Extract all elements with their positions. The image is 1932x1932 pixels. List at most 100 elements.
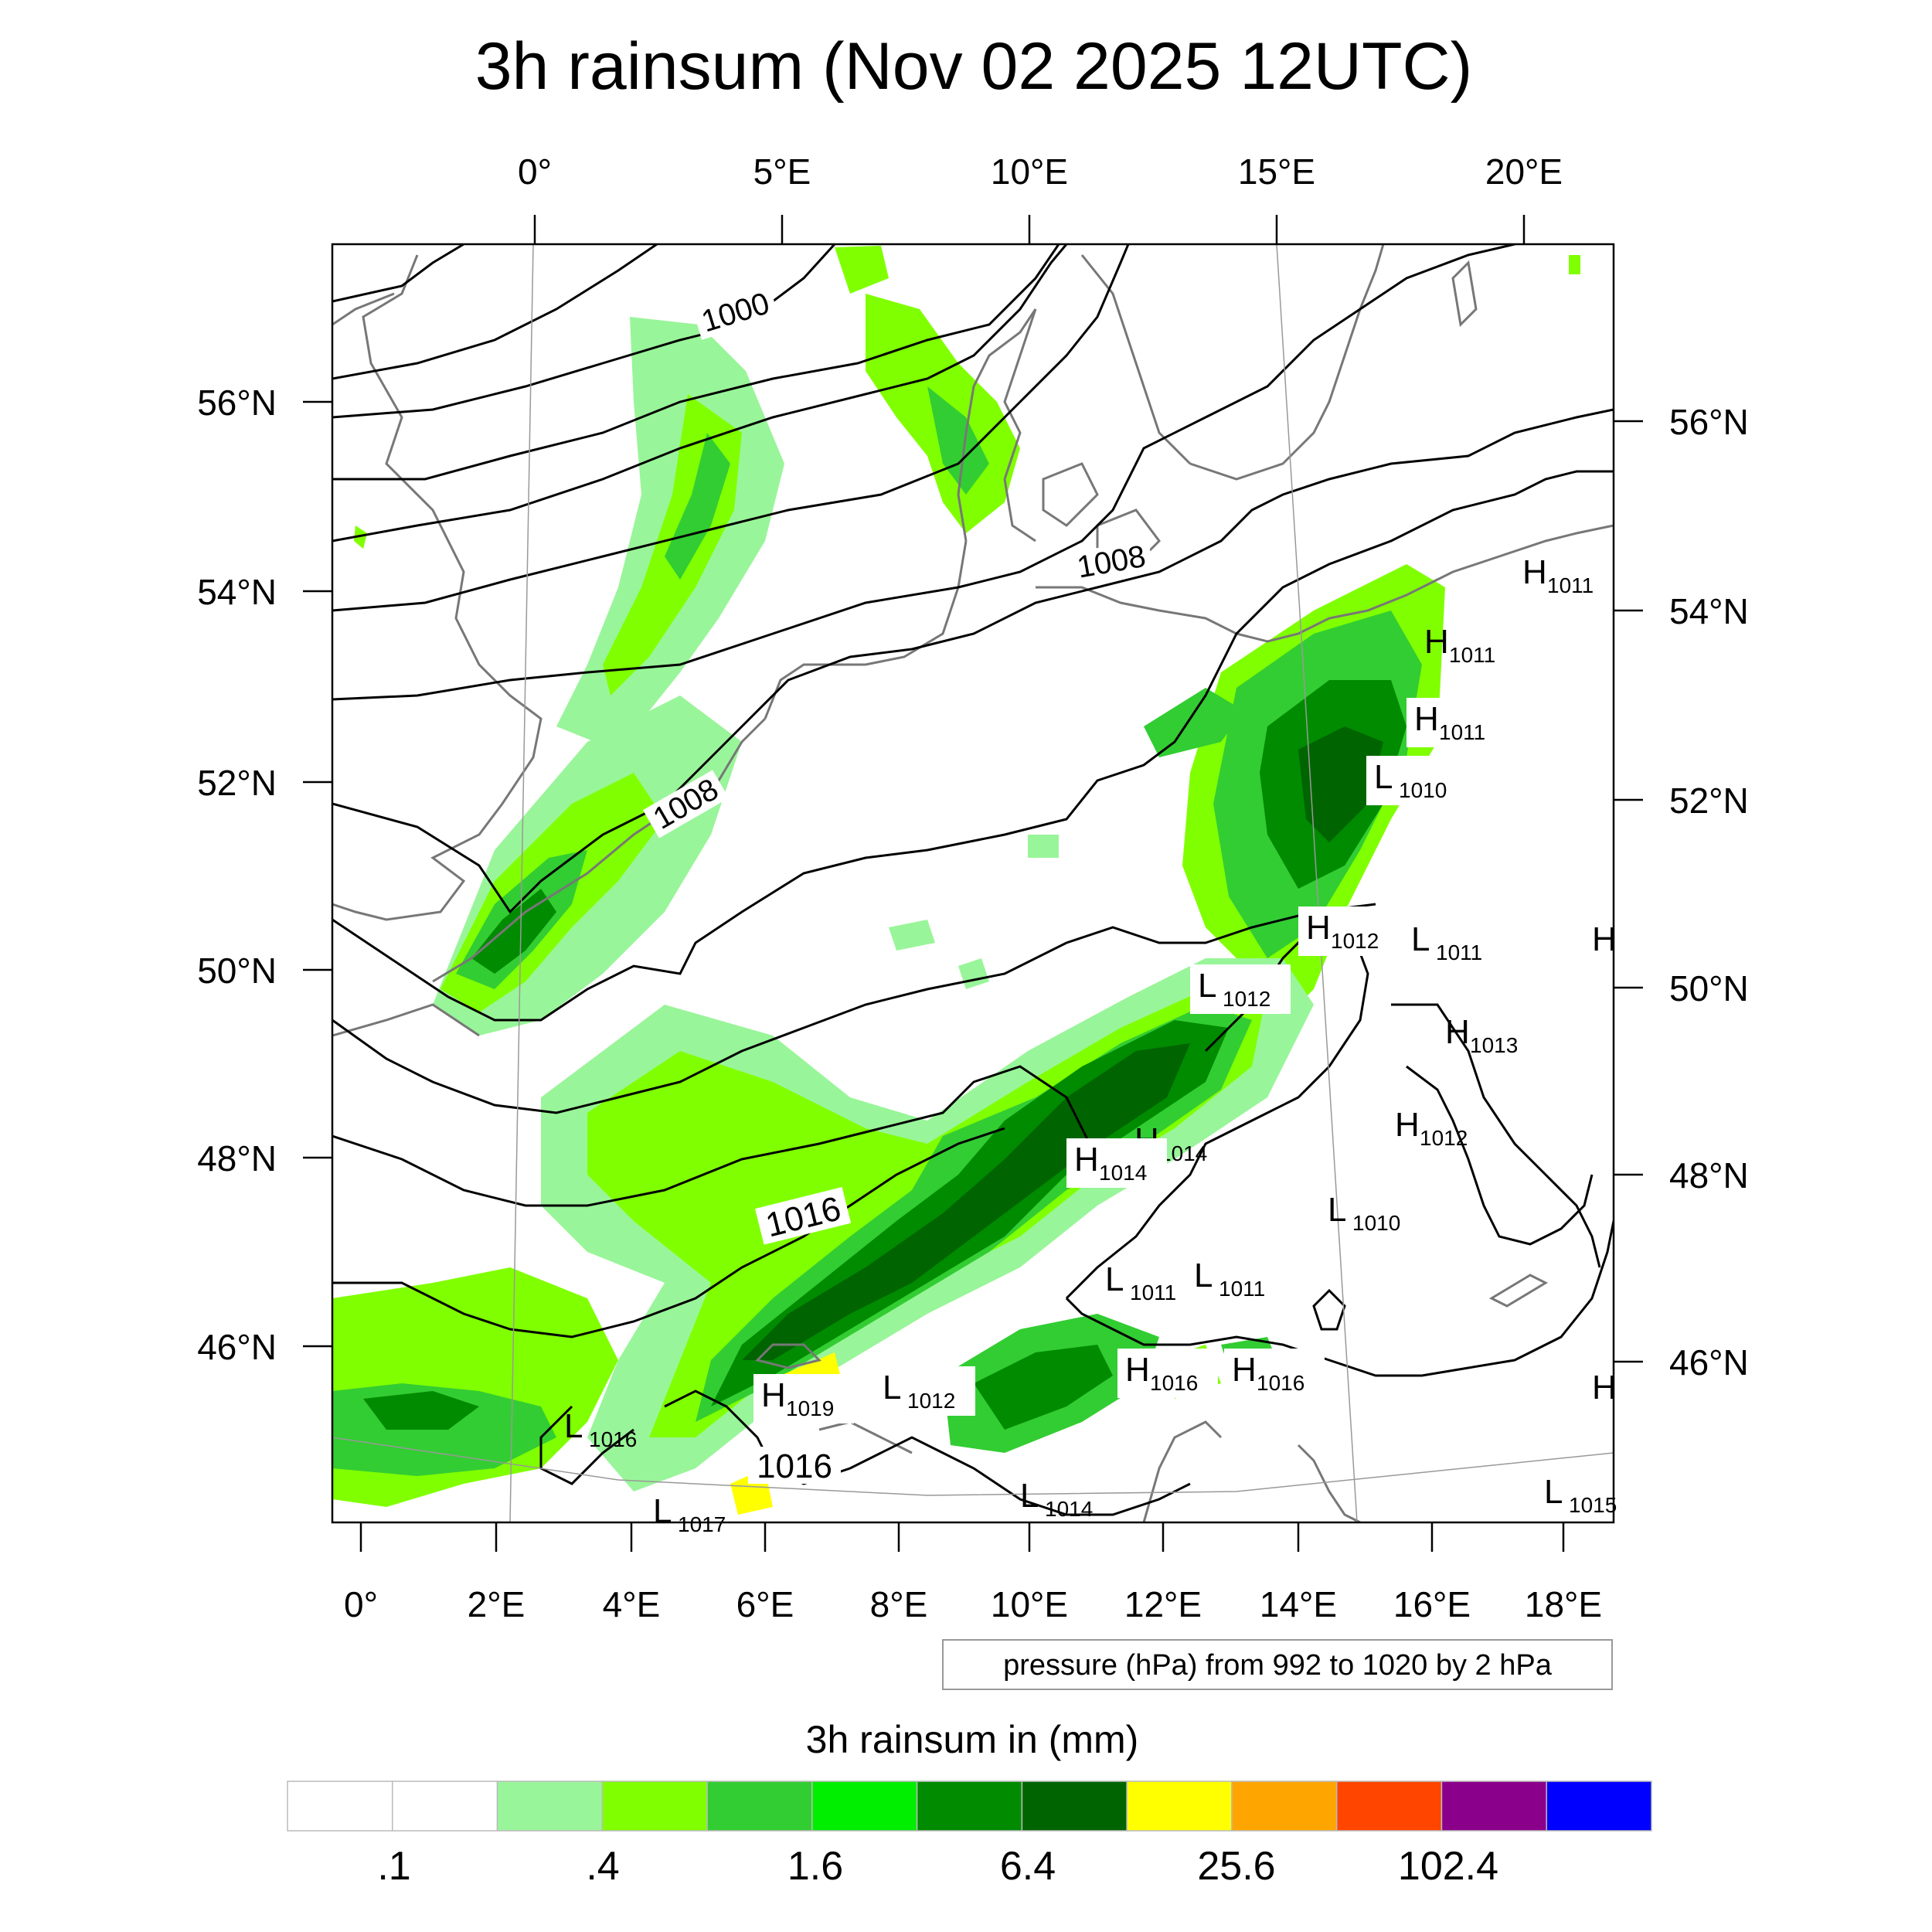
colorbar-swatch	[1126, 1781, 1233, 1832]
pressure-center: H 1019	[753, 1374, 854, 1423]
pressure-center-bg	[1117, 1349, 1218, 1398]
info-box-text: pressure (hPa) from 992 to 1020 by 2 hPa	[1003, 1649, 1553, 1682]
rain-area-france-south-inner	[363, 1391, 479, 1430]
coast-sweden-south	[1189, 244, 1385, 481]
pressure-center-letter: L	[564, 1407, 583, 1445]
isobar-line-10	[332, 903, 1376, 1114]
pressure-center-letter: H	[1074, 1141, 1099, 1179]
pressure-center: H 1016	[1117, 1349, 1218, 1398]
bottom-lon-label: 14°E	[1260, 1584, 1337, 1624]
isobar-label-bg	[755, 1187, 852, 1245]
pressure-center-letter: H	[1125, 1351, 1150, 1389]
colorbar-swatch	[1546, 1781, 1652, 1832]
pressure-center-value: 1014	[1099, 1161, 1147, 1185]
pressure-center-value: 1011	[1439, 720, 1485, 744]
pressure-center-letter: H	[1395, 1106, 1420, 1144]
colorbar-tick-label: .1	[377, 1844, 410, 1889]
coast-britain-north	[332, 292, 395, 326]
bottom-lon-label: 18°E	[1525, 1584, 1602, 1624]
pressure-center-letter: L	[1411, 920, 1430, 958]
coast-adriatic-north	[1142, 1420, 1223, 1522]
pressure-center: L 1017	[653, 1492, 726, 1536]
graticule	[332, 244, 1614, 1522]
colorbar-tick-label: 1.6	[787, 1844, 843, 1889]
isobar-line-15	[1391, 1003, 1601, 1268]
isobar-label-group: 1016	[748, 1447, 841, 1485]
top-longitude-labels: 0° 5°E 10°E 15°E 20°E	[518, 151, 1563, 192]
pressure-center-value: 1013	[1470, 1033, 1518, 1057]
bottom-lon-label: 4°E	[603, 1584, 661, 1624]
rain-patch-4	[1569, 255, 1580, 274]
pressure-center-letter: H	[1232, 1351, 1257, 1389]
pressure-center-value: 1014	[1045, 1497, 1093, 1521]
right-lat-label: 52°N	[1669, 781, 1749, 821]
pressure-center-value: 1011	[1219, 1277, 1265, 1301]
pressure-center-letter: L	[1194, 1257, 1213, 1294]
coast-istria	[1297, 1444, 1361, 1522]
pressure-center-letter: H	[1592, 1369, 1617, 1406]
pressure-center-letter: H	[1424, 623, 1449, 661]
isobar-line-5	[332, 244, 1068, 543]
isobar-line-7	[332, 244, 1515, 701]
coast-france-channel	[332, 1003, 480, 1037]
pressure-center-value: 1010	[1352, 1211, 1400, 1235]
pressure-center-bg	[875, 1366, 975, 1416]
pressure-center-value: 1016	[1257, 1371, 1304, 1395]
pressure-center-value: 1011	[1449, 643, 1495, 667]
pressure-center-letter: H	[1522, 553, 1547, 591]
rain-patch-5	[354, 526, 367, 549]
left-lat-label: 48°N	[197, 1138, 277, 1179]
colorbar-swatch	[601, 1781, 708, 1832]
pressure-center: H	[1592, 1369, 1617, 1406]
isobar-line-1	[332, 244, 464, 303]
pressure-center-bg	[1066, 1138, 1167, 1188]
right-lat-label: 46°N	[1669, 1342, 1749, 1383]
pressure-center-bg	[1366, 756, 1467, 805]
pressure-center: L 1012	[1190, 964, 1291, 1014]
colorbar-swatch	[706, 1781, 813, 1832]
meridian-15e	[1276, 244, 1358, 1522]
coast-jutland	[957, 308, 1037, 542]
meridian-0	[509, 244, 534, 1522]
rain-area-pomerania	[1144, 688, 1244, 757]
rain-area-north-sea-inner	[665, 433, 730, 580]
pressure-center-value: 1011	[1130, 1281, 1176, 1304]
pressure-center-bg	[1190, 964, 1291, 1014]
colorbar-title: 3h rainsum in (mm)	[806, 1718, 1139, 1761]
left-lat-label: 50°N	[197, 951, 277, 991]
rain-area-slovenia-core	[974, 1345, 1113, 1430]
coast-jutland-east	[1003, 308, 1037, 543]
rain-patch-1	[889, 920, 935, 951]
bottom-lon-label: 10°E	[991, 1584, 1068, 1624]
pressure-center: L 1011	[1411, 920, 1482, 964]
info-box-frame	[942, 1639, 1613, 1690]
left-latitude-labels: 56°N 54°N 52°N 50°N 48°N 46°N	[197, 383, 277, 1367]
pressure-center: L 1010	[1328, 1191, 1400, 1235]
isobar-line-4	[332, 244, 1060, 481]
right-latitude-labels: 56°N 54°N 52°N 50°N 48°N 46°N	[1669, 402, 1749, 1383]
isobar-label-bg	[642, 770, 730, 838]
coast-britain-east	[332, 254, 543, 921]
right-lat-label: 48°N	[1669, 1155, 1749, 1196]
colorbar-swatch	[1440, 1781, 1547, 1832]
pressure-center: H 1011	[1406, 698, 1507, 747]
colorbar-swatch	[1021, 1781, 1128, 1832]
colorbar-swatch	[1231, 1781, 1338, 1832]
coast-gotland	[1451, 260, 1478, 328]
pressure-center-value: 1016	[1150, 1371, 1198, 1395]
coast-france-belgium	[432, 717, 767, 983]
pressure-center-value: 1012	[907, 1389, 955, 1413]
pressure-center: H 1012	[1298, 906, 1399, 956]
pressure-center-letter: H	[1445, 1013, 1470, 1051]
pressure-center: L 1011	[1194, 1257, 1265, 1301]
rain-patch-2	[1028, 835, 1059, 858]
colorbar-swatch	[916, 1781, 1023, 1832]
isobar-label: 1016	[757, 1447, 832, 1485]
left-lat-label: 54°N	[197, 572, 277, 612]
coastlines	[332, 244, 1614, 1522]
colorbar-tick-label: 25.6	[1197, 1844, 1275, 1889]
colorbar-tick-label: 6.4	[1000, 1844, 1056, 1889]
pressure-center-letter: L	[1020, 1477, 1039, 1515]
